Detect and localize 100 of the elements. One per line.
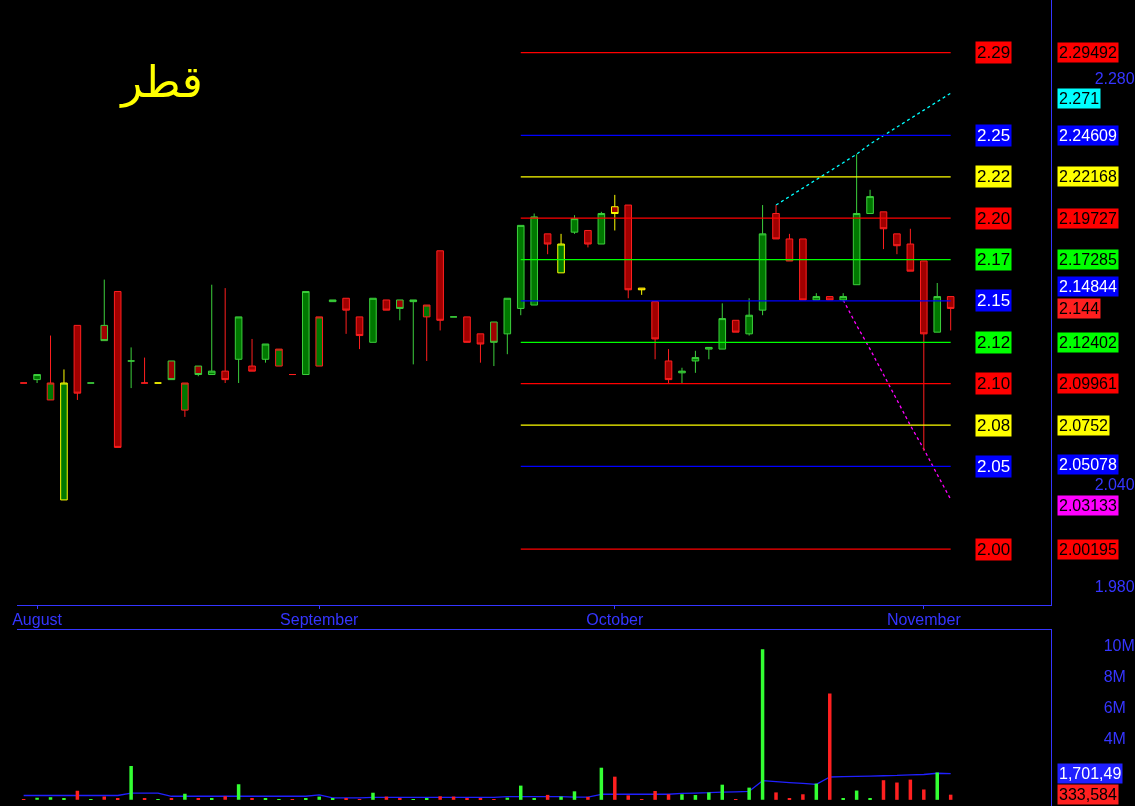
bar	[895, 782, 899, 800]
candlestick	[543, 233, 552, 255]
candlestick	[315, 316, 324, 367]
candlestick	[852, 153, 861, 286]
candlestick	[181, 382, 189, 418]
text: 2.144	[1059, 300, 1100, 317]
candlestick	[73, 324, 82, 401]
candlestick	[342, 297, 350, 335]
candlestick	[879, 211, 888, 250]
candlestick	[409, 299, 418, 365]
bar	[626, 795, 630, 800]
y-tick-label: 2.280	[1094, 69, 1135, 87]
candlestick	[463, 316, 471, 343]
y-tick-label: 2.040	[1094, 476, 1135, 494]
bar	[559, 796, 563, 800]
bar	[666, 794, 671, 800]
candlestick	[799, 238, 807, 301]
text: قطر	[119, 56, 203, 109]
candlestick	[893, 233, 901, 255]
y-tick-label: 6M	[1103, 698, 1126, 716]
x-tick-label: November	[886, 611, 962, 629]
series-label: 2.12	[977, 333, 1011, 352]
candlestick	[275, 348, 283, 367]
text: 2.05078	[1059, 456, 1117, 473]
candlestick	[127, 346, 135, 389]
candlestick	[302, 290, 310, 376]
candlestick	[597, 211, 606, 245]
candlestick	[731, 319, 740, 333]
x-tick-label: September	[280, 611, 360, 629]
bar	[438, 796, 442, 800]
bar	[35, 797, 39, 800]
candlestick	[355, 316, 364, 350]
candlestick	[624, 204, 633, 299]
candlestick	[906, 228, 915, 272]
candlestick	[46, 335, 55, 401]
series-label: 2.00	[977, 540, 1011, 559]
candlestick	[584, 229, 592, 248]
bar	[653, 791, 657, 800]
line-series	[775, 92, 952, 206]
candlestick	[745, 297, 753, 337]
text: 2.29492	[1059, 44, 1117, 61]
series-label: 2.08	[977, 416, 1011, 435]
x-tick-label: August	[12, 611, 63, 629]
series-label: 2.29	[977, 43, 1011, 62]
candlestick	[933, 282, 942, 333]
text: 2.271	[1059, 90, 1100, 107]
bar	[747, 787, 751, 800]
candlestick	[436, 250, 444, 331]
series-label: 2.05	[977, 457, 1011, 476]
candlestick	[60, 368, 68, 501]
candlestick	[248, 338, 256, 372]
series-label: 2.22	[977, 167, 1011, 186]
bar	[613, 776, 617, 800]
series-label: 2.20	[977, 209, 1011, 228]
candlestick	[100, 279, 109, 342]
candlestick	[396, 299, 404, 321]
candlestick	[718, 302, 727, 350]
candlestick	[194, 365, 203, 377]
candlestick	[839, 292, 847, 303]
candlestick	[261, 343, 270, 364]
candlestick	[207, 284, 216, 376]
candlestick	[691, 350, 700, 374]
series-label: 2.25	[977, 126, 1011, 145]
candlestick	[678, 367, 686, 384]
line-series	[23, 772, 952, 799]
candlestick	[422, 304, 431, 362]
bar	[371, 792, 375, 800]
y-tick-label: 8M	[1103, 667, 1126, 685]
candlestick	[221, 287, 229, 384]
series-label: 2.15	[977, 291, 1011, 310]
candlestick	[530, 213, 538, 306]
candlestick	[369, 297, 377, 343]
candlestick	[812, 292, 821, 301]
candlestick	[920, 260, 928, 452]
bar	[183, 793, 187, 800]
candlestick	[503, 297, 512, 355]
bar	[223, 796, 227, 800]
candlestick	[772, 204, 780, 240]
candlestick	[557, 233, 565, 274]
bar	[129, 766, 133, 800]
x-tick-label: October	[586, 611, 644, 629]
bar	[935, 772, 939, 800]
candlestick	[476, 333, 485, 364]
text: 2.12402	[1059, 334, 1117, 351]
candlestick	[516, 224, 525, 316]
series-label: 2.17	[977, 250, 1011, 269]
candlestick	[33, 374, 41, 384]
candlestick	[705, 346, 713, 360]
bar	[680, 794, 684, 800]
candlestick	[611, 194, 619, 231]
bar	[48, 797, 53, 800]
text: 2.19727	[1059, 210, 1117, 227]
candlestick	[167, 360, 176, 381]
text: 2.14844	[1059, 278, 1117, 295]
candlestick	[328, 299, 337, 303]
candlestick	[382, 299, 391, 311]
bar	[801, 794, 805, 800]
y-tick-label: 4M	[1103, 729, 1126, 747]
candlestick	[113, 290, 122, 448]
bar	[572, 791, 577, 800]
